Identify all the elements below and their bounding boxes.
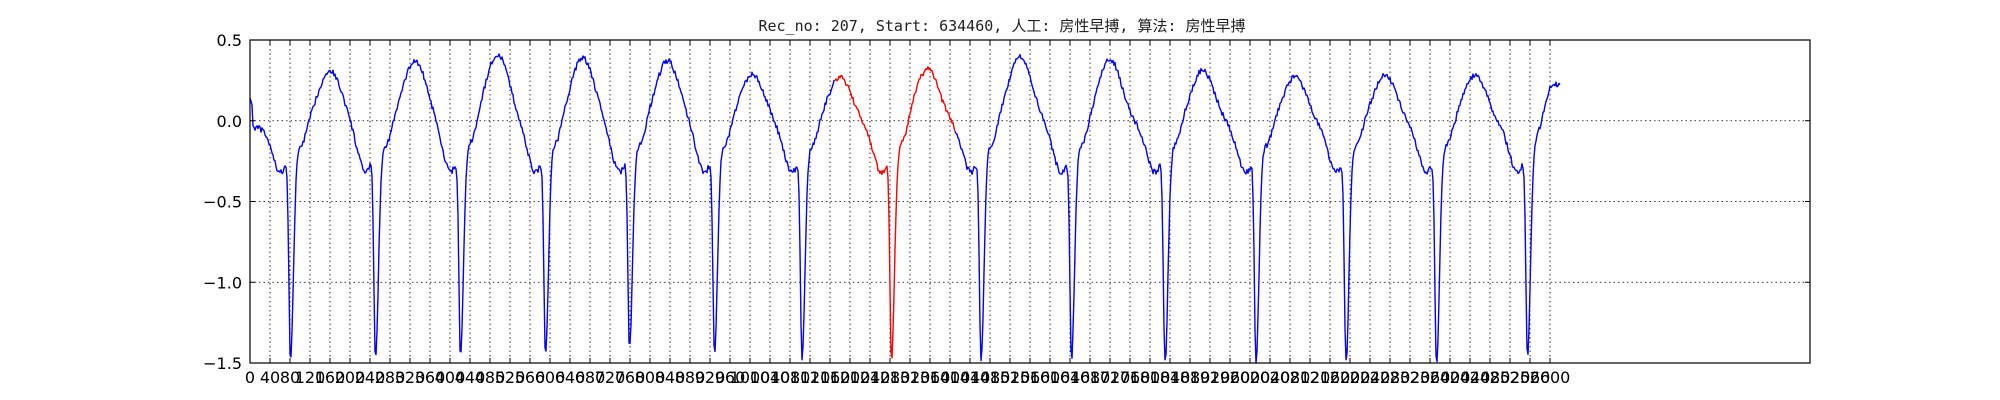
x-tick-label: 1080 [770, 368, 811, 387]
x-tick-label: 200 [335, 368, 366, 387]
x-tick-label: 1640 [1050, 368, 1091, 387]
y-tick-label: 0.0 [217, 112, 242, 131]
x-tick-label: 1360 [910, 368, 951, 387]
x-tick-label: 40 [260, 368, 280, 387]
x-tick-label: 2240 [1350, 368, 1391, 387]
y-axis-ticks: 0.5 0.0 −0.5 −1.0 −1.5 [203, 31, 1810, 373]
x-tick-label: 1120 [790, 368, 831, 387]
x-tick-label: 680 [575, 368, 606, 387]
y-tick-label: −1.5 [203, 354, 242, 373]
x-tick-label: 360 [415, 368, 446, 387]
x-tick-label: 2200 [1330, 368, 1371, 387]
ecg-series [249, 53, 1561, 364]
x-tick-label: 320 [395, 368, 426, 387]
x-tick-label: 1880 [1170, 368, 1211, 387]
x-tick-label: 2560 [1510, 368, 1551, 387]
grid [250, 40, 1810, 363]
x-tick-label: 1960 [1210, 368, 1251, 387]
x-tick-label: 2440 [1450, 368, 1491, 387]
x-tick-label: 840 [655, 368, 686, 387]
x-tick-label: 2040 [1250, 368, 1291, 387]
x-tick-label: 720 [595, 368, 626, 387]
x-tick-label: 440 [455, 368, 486, 387]
x-tick-label: 160 [315, 368, 346, 387]
x-tick-label: 1800 [1130, 368, 1171, 387]
x-tick-label: 1400 [930, 368, 971, 387]
x-tick-label: 480 [475, 368, 506, 387]
y-tick-label: −0.5 [203, 193, 242, 212]
ecg-line [249, 53, 836, 361]
x-tick-label: 1760 [1110, 368, 1151, 387]
x-tick-label: 2360 [1410, 368, 1451, 387]
x-tick-label: 2000 [1230, 368, 1271, 387]
x-axis-ticks: 0 40 8012016020024028032036040044048052056… [245, 40, 1570, 387]
x-tick-label: 760 [615, 368, 646, 387]
x-tick-label: 400 [435, 368, 466, 387]
x-tick-label: 1440 [950, 368, 991, 387]
x-tick-label: 2160 [1310, 368, 1351, 387]
x-tick-label: 920 [695, 368, 726, 387]
x-tick-label: 800 [635, 368, 666, 387]
x-tick-label: 1720 [1090, 368, 1131, 387]
x-tick-label: 1840 [1150, 368, 1191, 387]
x-tick-label: 80 [280, 368, 300, 387]
x-tick-label: 240 [355, 368, 386, 387]
chart-title: Rec_no: 207, Start: 634460, 人工: 房性早搏, 算法… [758, 17, 1245, 35]
x-tick-label: 1680 [1070, 368, 1111, 387]
y-tick-label: −1.0 [203, 273, 242, 292]
x-tick-label: 600 [535, 368, 566, 387]
x-tick-label: 2600 [1530, 368, 1571, 387]
x-tick-label: 640 [555, 368, 586, 387]
x-tick-label: 2400 [1430, 368, 1471, 387]
x-tick-label: 880 [675, 368, 706, 387]
x-tick-label: 560 [515, 368, 546, 387]
x-tick-label: 1520 [990, 368, 1031, 387]
x-tick-label: 1200 [830, 368, 871, 387]
x-tick-label: 1000 [730, 368, 771, 387]
x-tick-label: 2520 [1490, 368, 1531, 387]
x-tick-label: 2120 [1290, 368, 1331, 387]
x-tick-label: 2480 [1470, 368, 1511, 387]
y-tick-label: 0.5 [217, 31, 242, 50]
x-tick-label: 1160 [810, 368, 851, 387]
x-tick-label: 1040 [750, 368, 791, 387]
highlighted-beat-line [834, 66, 956, 359]
x-tick-label: 520 [495, 368, 526, 387]
x-tick-label: 1280 [870, 368, 911, 387]
x-tick-label: 1320 [890, 368, 931, 387]
x-tick-label: 2080 [1270, 368, 1311, 387]
x-tick-label: 2280 [1370, 368, 1411, 387]
x-tick-label: 1600 [1030, 368, 1071, 387]
x-tick-label: 120 [295, 368, 326, 387]
x-tick-label: 0 [245, 368, 255, 387]
x-tick-label: 960 [715, 368, 746, 387]
x-tick-label: 1480 [970, 368, 1011, 387]
x-tick-label: 1560 [1010, 368, 1051, 387]
x-tick-label: 1920 [1190, 368, 1231, 387]
x-tick-label: 1240 [850, 368, 891, 387]
x-tick-label: 280 [375, 368, 406, 387]
x-tick-label: 2320 [1390, 368, 1431, 387]
ecg-line [954, 53, 1561, 364]
